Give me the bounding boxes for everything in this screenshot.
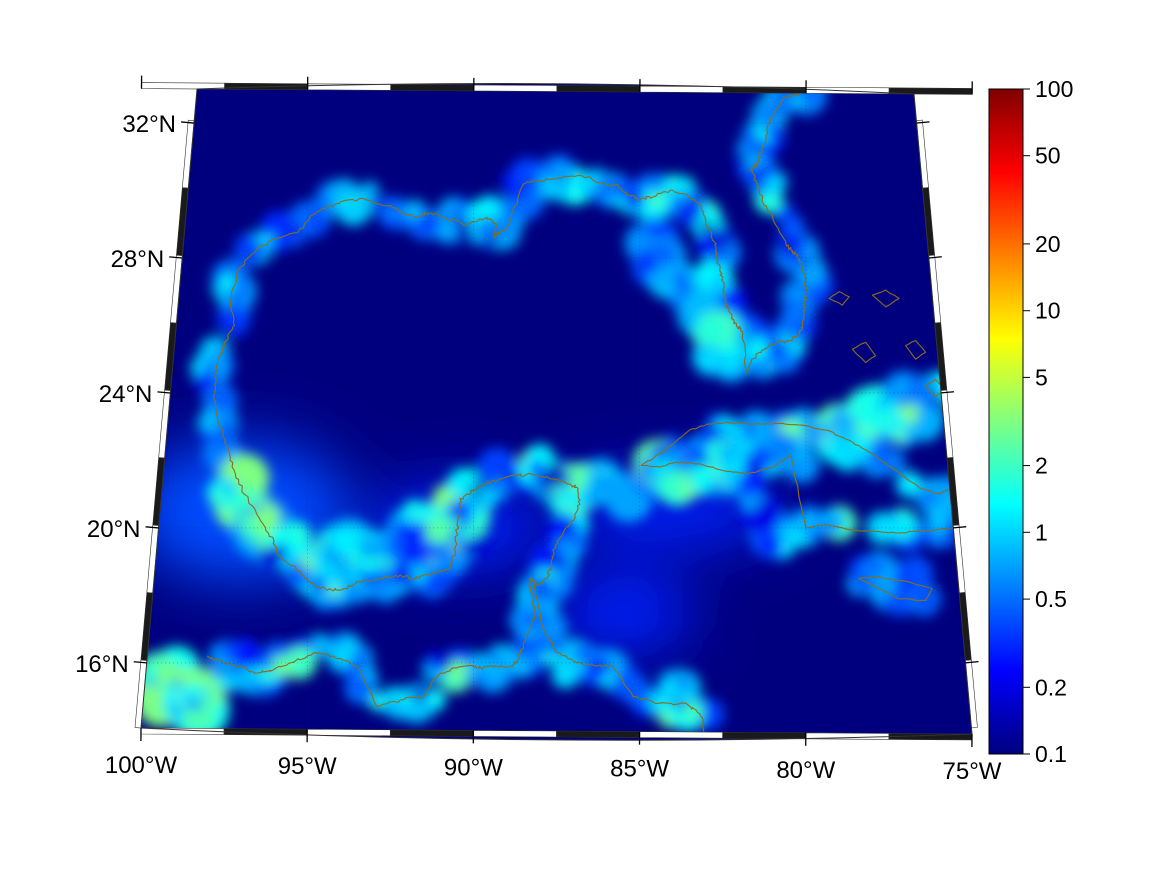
svg-text:100: 100 [1035,76,1073,102]
svg-text:80°W: 80°W [776,757,835,784]
svg-text:1: 1 [1035,519,1048,545]
svg-text:0.1: 0.1 [1035,741,1067,767]
svg-text:90°W: 90°W [444,754,503,781]
svg-text:5: 5 [1035,364,1048,390]
svg-text:0.5: 0.5 [1035,586,1067,612]
svg-text:95°W: 95°W [278,753,337,780]
svg-text:10: 10 [1035,298,1061,324]
svg-text:2: 2 [1035,453,1048,479]
svg-text:24°N: 24°N [99,381,153,408]
svg-text:20°N: 20°N [87,516,141,543]
svg-text:75°W: 75°W [943,758,1002,785]
svg-text:50: 50 [1035,143,1061,169]
svg-text:20: 20 [1035,231,1061,257]
svg-text:28°N: 28°N [111,246,165,273]
svg-text:0.2: 0.2 [1035,674,1067,700]
svg-text:16°N: 16°N [75,651,129,678]
svg-text:85°W: 85°W [610,756,669,783]
svg-text:100°W: 100°W [105,752,178,779]
svg-text:32°N: 32°N [122,111,176,138]
